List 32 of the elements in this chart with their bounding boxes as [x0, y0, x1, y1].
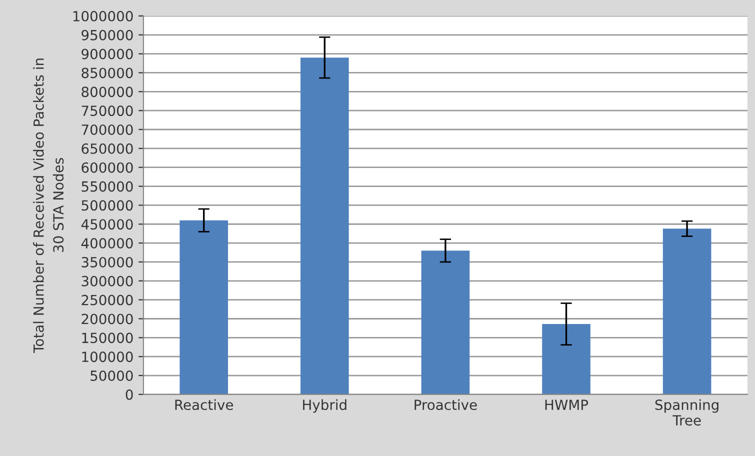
bar — [662, 228, 712, 394]
y-tick-label: 950000 — [82, 30, 133, 40]
y-tick-label: 100000 — [82, 352, 133, 362]
y-tick-label: 900000 — [82, 48, 133, 60]
y-tick-label: 1000000 — [73, 10, 133, 22]
y-tick-label: 750000 — [82, 106, 133, 116]
y-tick-label: 250000 — [82, 294, 133, 306]
x-tick-label: Hybrid — [303, 399, 346, 413]
y-tick-label: 0 — [126, 389, 133, 400]
x-tick-label: HWMP — [545, 400, 588, 410]
y-axis-title: Total Number of Received Video Packets in 30 STA Nodes — [33, 58, 64, 354]
y-tick-label: 50000 — [90, 370, 133, 381]
x-tick-label: Spanning Tree — [655, 399, 718, 426]
y-tick-label: 850000 — [82, 68, 133, 78]
y-tick-label: 500000 — [82, 200, 133, 211]
x-tick-label: Reactive — [175, 399, 234, 410]
y-tick-label: 200000 — [82, 314, 133, 324]
y-tick-label: 600000 — [82, 162, 133, 173]
y-tick-label: 150000 — [82, 332, 133, 344]
bar — [300, 58, 349, 394]
y-tick-label: 800000 — [82, 86, 133, 98]
bar — [180, 220, 228, 394]
y-tick-label: 450000 — [81, 219, 133, 230]
y-tick-label: 300000 — [82, 276, 133, 286]
y-tick-label: 400000 — [81, 238, 133, 249]
y-tick-label: 350000 — [82, 256, 133, 268]
bar — [542, 324, 590, 394]
x-tick-label: Proactive — [414, 399, 477, 410]
y-tick-label: 700000 — [82, 124, 133, 135]
bar — [421, 250, 470, 394]
y-tick-label: 550000 — [82, 181, 133, 192]
y-tick-label: 650000 — [82, 143, 133, 154]
